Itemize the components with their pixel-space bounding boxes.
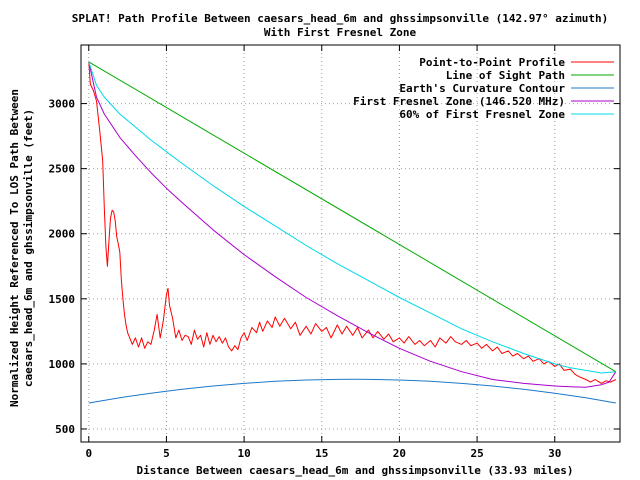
legend-label: Earth's Curvature Contour <box>399 82 565 95</box>
chart-title-line1: SPLAT! Path Profile Between caesars_head… <box>72 12 608 25</box>
x-tick-label: 30 <box>548 447 561 460</box>
y-tick-label: 2000 <box>49 228 76 241</box>
y-tick-label: 1500 <box>49 293 76 306</box>
series-line-4 <box>88 61 616 374</box>
series-line-1 <box>88 61 617 373</box>
x-tick-label: 5 <box>163 447 170 460</box>
y-tick-label: 3000 <box>49 98 76 111</box>
x-tick-label: 10 <box>237 447 250 460</box>
x-tick-label: 0 <box>85 447 92 460</box>
legend-label: 60% of First Fresnel Zone <box>399 108 565 121</box>
plot-area: 0 5 10 15 20 25 30 500 1000 1500 2000 2500 3000 <box>49 44 621 460</box>
x-tick-label: 25 <box>470 447 483 460</box>
y-tick-label: 500 <box>55 423 75 436</box>
y-tick-label: 2500 <box>49 163 76 176</box>
series-line-2 <box>88 378 616 404</box>
series-line-0 <box>88 61 617 384</box>
x-axis-label: Distance Between caesars_head_6m and ghs… <box>136 464 573 477</box>
y-tick-label: 1000 <box>49 358 76 371</box>
x-tick-label: 15 <box>315 447 328 460</box>
y-axis-label-line1: Normalized Height Referenced To LOS Path… <box>8 89 21 407</box>
legend-label: Line of Sight Path <box>446 69 565 82</box>
chart-title-line2: With First Fresnel Zone <box>264 26 417 39</box>
legend-label: Point-to-Point Profile <box>419 56 565 69</box>
y-axis-label-line2: caesars_head_6m and ghssimpsonville (fee… <box>22 109 35 387</box>
plot-border <box>80 44 621 443</box>
x-tick-label: 20 <box>393 447 406 460</box>
legend-label: First Fresnel Zone (146.520 MHz) <box>353 95 565 108</box>
series-line-3 <box>88 61 617 388</box>
